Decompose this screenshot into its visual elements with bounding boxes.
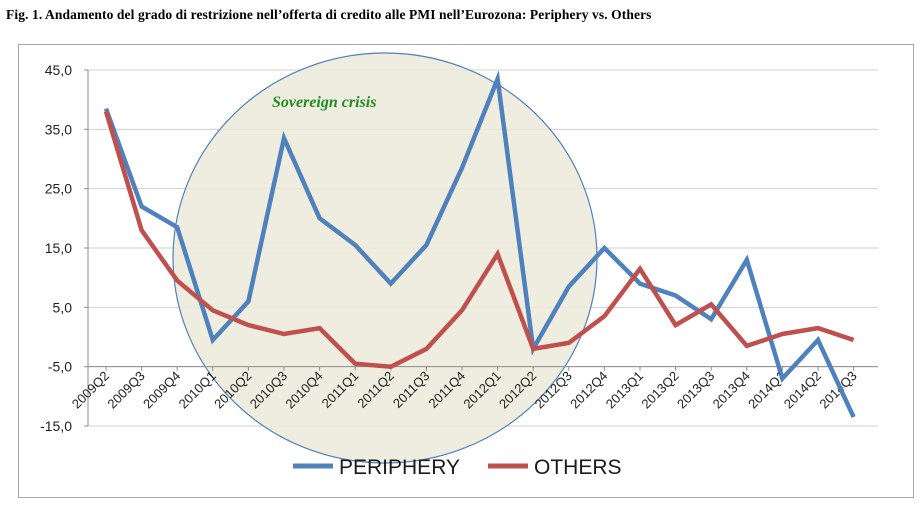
- legend-label-others: OTHERS: [534, 456, 622, 479]
- y-tick-label: 45,0: [45, 62, 72, 78]
- legend: PERIPHERY OTHERS: [293, 456, 622, 479]
- x-tick-label: 2009Q4: [140, 368, 183, 411]
- y-tick-label: 25,0: [45, 181, 72, 197]
- x-tick-label: 2013Q4: [710, 368, 753, 411]
- y-tick-label: -15,0: [40, 418, 72, 434]
- y-tick-label: 15,0: [45, 240, 72, 256]
- legend-label-periphery: PERIPHERY: [339, 456, 460, 479]
- x-tick-label: 2013Q1: [603, 368, 646, 411]
- x-tick-label: 2014Q3: [816, 368, 859, 411]
- x-tick-label: 2009Q2: [69, 368, 112, 411]
- series-lines: [103, 70, 856, 419]
- series-line-periphery: [103, 70, 856, 419]
- sovereign-crisis-label: Sovereign crisis: [272, 94, 376, 111]
- x-tick-label: 2013Q2: [638, 368, 681, 411]
- series-line-others: [103, 110, 855, 369]
- x-tick-label: 2010Q1: [176, 368, 219, 411]
- y-tick-label: 35,0: [45, 121, 72, 137]
- x-tick-label: 2013Q3: [674, 368, 717, 411]
- x-tick-label: 2012Q4: [567, 368, 610, 411]
- x-tick-label: 2009Q3: [104, 368, 147, 411]
- figure-title: Fig. 1. Andamento del grado di restrizio…: [6, 7, 652, 22]
- y-tick-label: 5,0: [53, 299, 73, 315]
- y-tick-label: -5,0: [48, 359, 72, 375]
